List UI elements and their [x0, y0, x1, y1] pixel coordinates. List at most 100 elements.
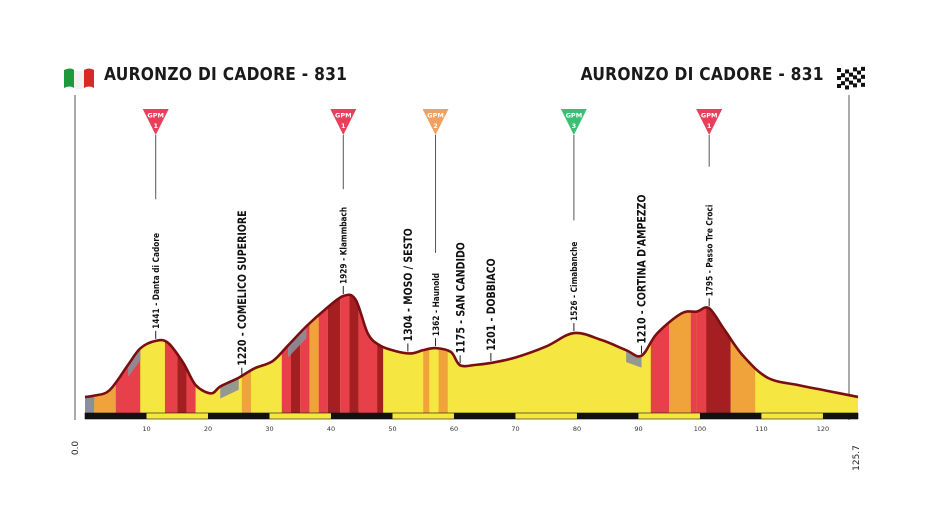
checker-square [845, 69, 849, 74]
checker-square [853, 75, 857, 80]
finish-title: AURONZO DI CADORE - 831 [580, 64, 824, 85]
checkered-flag-icon [837, 66, 865, 90]
start-title: AURONZO DI CADORE - 831 [104, 64, 348, 85]
checker-square [853, 83, 857, 88]
gpm-category: 2 [433, 122, 438, 130]
gradient-band [730, 294, 756, 413]
gpm-category: 1 [341, 122, 346, 130]
gpm-category: 1 [707, 122, 712, 130]
gradient-band [755, 294, 858, 413]
checker-square [849, 80, 853, 85]
km-bar-segment [207, 413, 270, 419]
climb-shade [220, 377, 239, 399]
km-bar-segment [453, 413, 516, 419]
km-bar-segment [822, 413, 858, 419]
km-bar-segment [85, 413, 147, 419]
checker-square [837, 84, 841, 88]
town-label: 1526 - Cimabanche [568, 241, 579, 321]
gpm-triangle-icon [142, 109, 169, 135]
gpm-triangle-icon [330, 109, 357, 135]
checker-square [837, 68, 841, 72]
gradient-band [690, 294, 697, 413]
x-end-label: 0.0 [71, 441, 81, 456]
x-end-label: 125.7 [852, 445, 862, 471]
checker-square [861, 74, 865, 79]
gradient-band [327, 294, 341, 413]
gradient-band [85, 294, 95, 413]
gradient-band [186, 294, 196, 413]
x-tick-label: 60 [450, 425, 458, 433]
x-tick-label: 120 [817, 425, 829, 433]
climb-shade [85, 395, 95, 409]
gradient-band [251, 294, 282, 413]
x-tick-label: 80 [573, 425, 581, 433]
checker-square [853, 67, 857, 72]
x-tick-label: 20 [204, 425, 212, 433]
climb-shade [128, 348, 141, 377]
gradient-band [309, 294, 319, 413]
gpm-label: GPM [701, 112, 718, 120]
x-tick-label: 50 [388, 425, 396, 433]
km-bar-segment [761, 413, 823, 419]
town-label: 1795 - Passo Tre Croci [704, 204, 715, 296]
town-label: 1175 - SAN CANDIDO [454, 242, 467, 353]
checker-square [857, 78, 861, 83]
gradient-band [377, 294, 384, 413]
km-bar-segment [146, 413, 208, 419]
gradient-band [281, 294, 292, 413]
gradient-band [291, 294, 301, 413]
x-tick-label: 90 [634, 425, 642, 433]
km-bar-segment [269, 413, 331, 419]
checker-square [845, 77, 849, 82]
gpm-label: GPM [147, 112, 164, 120]
x-tick-label: 70 [511, 425, 519, 433]
gpm-category: 3 [572, 122, 577, 130]
x-tick-label: 10 [142, 425, 150, 433]
gradient-band [318, 294, 328, 413]
km-bar-segment [576, 413, 639, 419]
gradient-band [438, 294, 448, 413]
climb-shade [287, 326, 307, 358]
town-label: 1304 - MOSO / SESTO [402, 228, 415, 341]
gradient-band [669, 294, 691, 413]
gradient-band [300, 294, 310, 413]
town-label: 1929 - Klammbach [338, 207, 349, 284]
gradient-band [164, 294, 178, 413]
town-label: 1220 - COMELICO SUPERIORE [236, 210, 249, 365]
gpm-label: GPM [335, 112, 352, 120]
gpm-label: GPM [427, 112, 444, 120]
km-bar-segment [515, 413, 577, 419]
x-tick-label: 30 [265, 425, 273, 433]
checker-square [845, 85, 849, 90]
km-bar-segment [330, 413, 393, 419]
checker-square [857, 70, 861, 75]
checker-square [861, 82, 865, 87]
gradient-band [177, 294, 187, 413]
checker-square [841, 73, 845, 78]
checker-square [841, 81, 845, 86]
gradient-band [429, 294, 439, 413]
gpm-category: 1 [153, 122, 158, 130]
town-label: 1201 - DOBBIACO [485, 258, 498, 351]
checker-square [849, 72, 853, 77]
gpm-triangle-icon [422, 109, 449, 135]
gradient-band [115, 294, 141, 413]
km-bar-segment [638, 413, 700, 419]
town-label: 1210 - CORTINA D'AMPEZZO [636, 194, 649, 343]
km-bar-segment [699, 413, 762, 419]
profile-outline [84, 293, 859, 399]
town-label: 1362 - Haunold [430, 273, 441, 336]
gpm-label: GPM [566, 112, 583, 120]
checker-square [837, 76, 841, 80]
italian-flag-icon [64, 68, 94, 90]
x-tick-label: 100 [694, 425, 706, 433]
gpm-triangle-icon [560, 109, 587, 135]
checker-square [861, 66, 865, 71]
x-tick-label: 110 [755, 425, 767, 433]
gradient-band [349, 294, 359, 413]
gpm-triangle-icon [696, 109, 723, 135]
km-bar-segment [392, 413, 454, 419]
gradient-band [340, 294, 350, 413]
